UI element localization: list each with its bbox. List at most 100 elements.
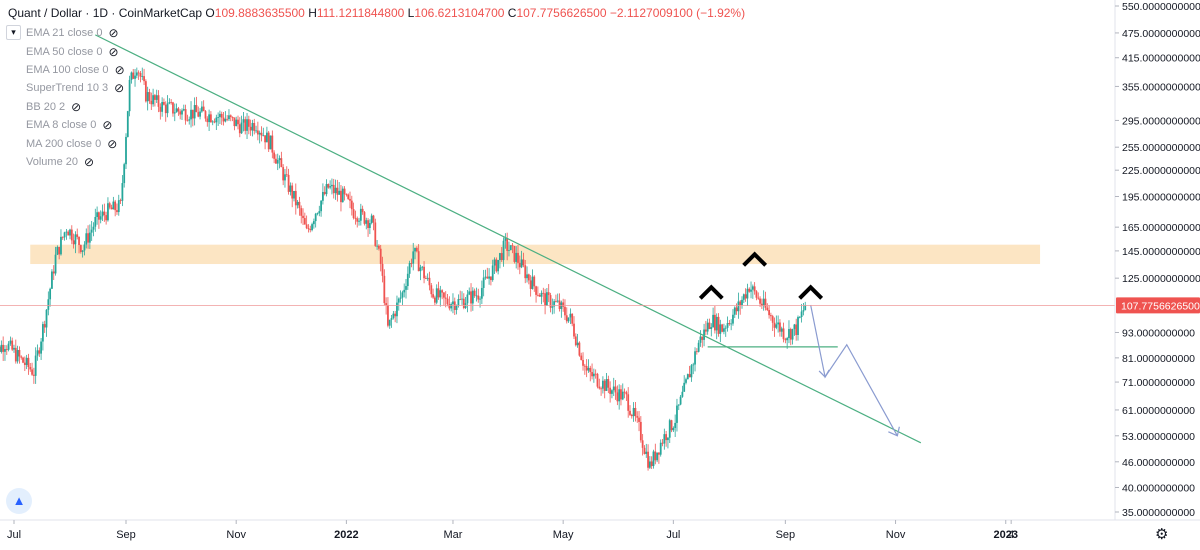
eye-off-icon[interactable]: ⊘ — [115, 63, 125, 77]
x-tick-label: Mar — [443, 529, 462, 541]
candle-body — [78, 237, 80, 245]
candle-body — [447, 299, 449, 304]
indicator-row[interactable]: EMA 50 close 0⊘ — [26, 42, 125, 60]
candle-body — [291, 186, 293, 199]
y-tick-label: 255.0000000000 — [1122, 142, 1200, 154]
candle-body — [754, 286, 756, 291]
candle-body — [730, 324, 732, 325]
candle-body — [633, 408, 635, 416]
gear-icon[interactable]: ⚙ — [1155, 525, 1168, 543]
candle-body — [196, 105, 198, 112]
candle-body — [745, 294, 747, 298]
candle-body — [308, 228, 310, 229]
candle-body — [439, 290, 441, 297]
candle-body — [642, 440, 644, 448]
candle-body — [609, 388, 611, 394]
candle-body — [353, 209, 355, 218]
candle-body — [588, 368, 590, 371]
candle-body — [772, 316, 774, 323]
candle-body — [463, 299, 465, 308]
candle-body — [235, 120, 237, 126]
candle-body — [683, 383, 685, 392]
candle-body — [799, 317, 801, 318]
candle-body — [47, 299, 49, 310]
candle-body — [548, 292, 550, 295]
candle-body — [640, 422, 642, 440]
candle-body — [183, 109, 185, 110]
candle-body — [710, 327, 712, 329]
candle-body — [663, 434, 665, 443]
candle-body — [118, 200, 120, 212]
candle-body — [662, 443, 664, 444]
indicator-row[interactable]: BB 20 2⊘ — [26, 98, 125, 116]
candle-body — [445, 298, 447, 299]
candle — [22, 357, 24, 363]
candle-body — [17, 350, 19, 361]
eye-off-icon[interactable]: ⊘ — [108, 26, 118, 40]
indicator-row[interactable]: EMA 8 close 0⊘ — [26, 116, 125, 134]
candle — [129, 76, 131, 117]
indicator-row[interactable]: EMA 100 close 0⊘ — [26, 61, 125, 79]
candle-body — [233, 117, 235, 126]
indicator-row[interactable]: Volume 20⊘ — [26, 153, 125, 171]
candle — [510, 245, 512, 250]
candle-body — [401, 292, 403, 297]
candle-body — [338, 191, 340, 195]
candle-body — [476, 296, 478, 297]
indicator-row[interactable]: EMA 21 close 0⊘ — [26, 24, 125, 42]
candle-body — [741, 300, 743, 306]
candle-body — [318, 211, 320, 213]
candle-body — [470, 291, 472, 303]
candle — [374, 219, 376, 247]
x-tick-label: 2023 — [993, 529, 1017, 541]
candle-body — [784, 339, 786, 340]
candle-body — [69, 230, 71, 236]
candle-body — [241, 123, 243, 134]
candle-body — [65, 232, 67, 233]
indicator-row[interactable]: MA 200 close 0⊘ — [26, 134, 125, 152]
eye-off-icon[interactable]: ⊘ — [107, 137, 117, 151]
candle-body — [416, 248, 418, 251]
candle-body — [89, 233, 91, 243]
candle-body — [9, 341, 11, 344]
candle-body — [562, 302, 564, 306]
candle-body — [109, 203, 111, 207]
candle-body — [159, 107, 161, 112]
candle-body — [215, 118, 217, 123]
candle-body — [734, 308, 736, 315]
candle-body — [44, 324, 46, 327]
candle-body — [280, 158, 282, 167]
candle-body — [262, 135, 264, 136]
candle-body — [719, 324, 721, 333]
candle-body — [736, 308, 738, 312]
candle-body — [376, 246, 378, 247]
candle-body — [143, 76, 145, 81]
candle-body — [380, 249, 382, 264]
tradingview-logo-icon[interactable]: ▲ — [6, 488, 32, 514]
candle-body — [4, 349, 6, 352]
eye-off-icon[interactable]: ⊘ — [71, 100, 81, 114]
candle-body — [284, 174, 286, 180]
candle-body — [56, 247, 58, 255]
candle-body — [654, 451, 656, 460]
eye-off-icon[interactable]: ⊘ — [108, 45, 118, 59]
candle-body — [589, 368, 591, 372]
candle-body — [261, 133, 263, 136]
candle-body — [739, 301, 741, 305]
candle-body — [299, 202, 301, 208]
candle-body — [598, 387, 600, 389]
eye-off-icon[interactable]: ⊘ — [102, 118, 112, 132]
candle-body — [161, 102, 163, 112]
candle-body — [671, 420, 673, 430]
candle-body — [517, 253, 519, 263]
candle-body — [768, 310, 770, 315]
eye-off-icon[interactable]: ⊘ — [84, 155, 94, 169]
candle-body — [530, 280, 532, 289]
eye-off-icon[interactable]: ⊘ — [114, 81, 124, 95]
candle-body — [418, 251, 420, 271]
candle-body — [448, 304, 450, 308]
candle-body — [100, 216, 102, 219]
candle-body — [387, 305, 389, 325]
indicator-row[interactable]: SuperTrend 10 3⊘ — [26, 79, 125, 97]
